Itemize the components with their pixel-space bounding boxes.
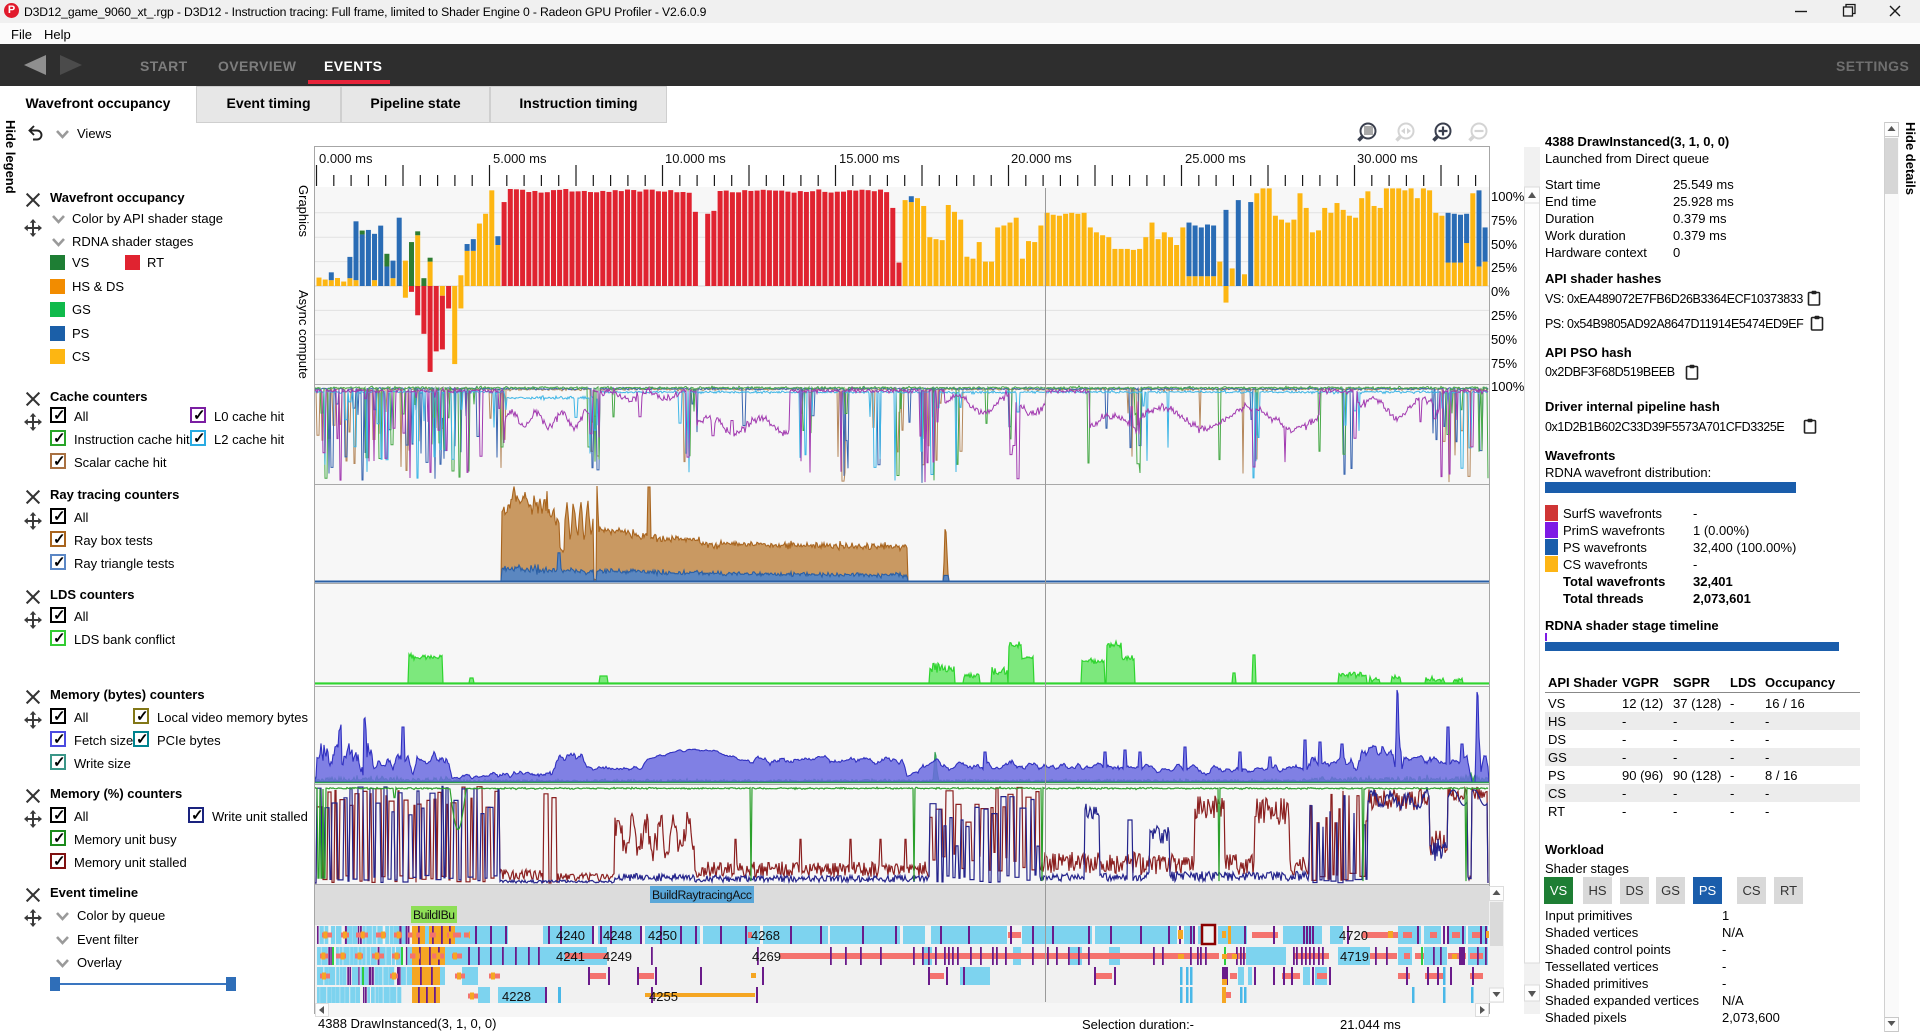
svg-text:4249: 4249 [603, 949, 632, 964]
svg-text:4240: 4240 [556, 928, 585, 943]
svg-text:BuildIBu: BuildIBu [413, 908, 455, 922]
svg-text:4241: 4241 [556, 949, 585, 964]
svg-text:5.000 ms: 5.000 ms [493, 151, 547, 166]
svg-text:4720: 4720 [1339, 928, 1368, 943]
svg-text:4268: 4268 [751, 928, 780, 943]
svg-text:4250: 4250 [648, 928, 677, 943]
svg-text:4248: 4248 [603, 928, 632, 943]
svg-text:30.000 ms: 30.000 ms [1357, 151, 1418, 166]
svg-text:4255: 4255 [649, 989, 678, 1004]
svg-text:20.000 ms: 20.000 ms [1011, 151, 1072, 166]
svg-text:10.000 ms: 10.000 ms [665, 151, 726, 166]
svg-text:4228: 4228 [502, 989, 531, 1004]
svg-text:25.000 ms: 25.000 ms [1185, 151, 1246, 166]
svg-text:15.000 ms: 15.000 ms [839, 151, 900, 166]
svg-text:4719: 4719 [1340, 949, 1369, 964]
svg-text:BuildRaytracingAcc: BuildRaytracingAcc [652, 888, 752, 902]
svg-text:4269: 4269 [752, 949, 781, 964]
svg-text:0.000 ms: 0.000 ms [319, 151, 373, 166]
